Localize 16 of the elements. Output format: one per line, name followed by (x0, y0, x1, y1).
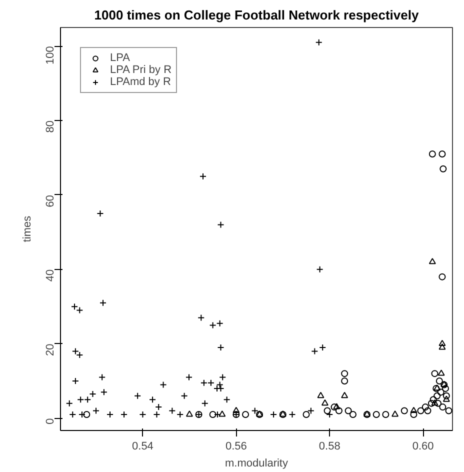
legend-label: LPAmd by R (110, 76, 171, 88)
x-tick-label: 0.58 (318, 440, 340, 452)
legend-label: LPA Pri by R (110, 64, 172, 76)
x-axis-title: m.modularity (225, 458, 288, 470)
legend-label: LPA (110, 52, 130, 64)
x-tick-label: 0.54 (132, 440, 154, 452)
y-tick-label: 40 (44, 269, 56, 282)
y-tick-label: 0 (44, 418, 56, 424)
x-tick-label: 0.60 (412, 440, 434, 452)
chart-title: 1000 times on College Football Network respectively (94, 8, 420, 22)
y-axis-title: times (22, 215, 34, 242)
y-tick-label: 20 (44, 344, 56, 356)
x-tick-label: 0.56 (225, 440, 247, 452)
y-tick-label: 80 (44, 120, 56, 133)
y-tick-label: 60 (44, 194, 56, 208)
y-tick-label: 100 (44, 46, 56, 64)
